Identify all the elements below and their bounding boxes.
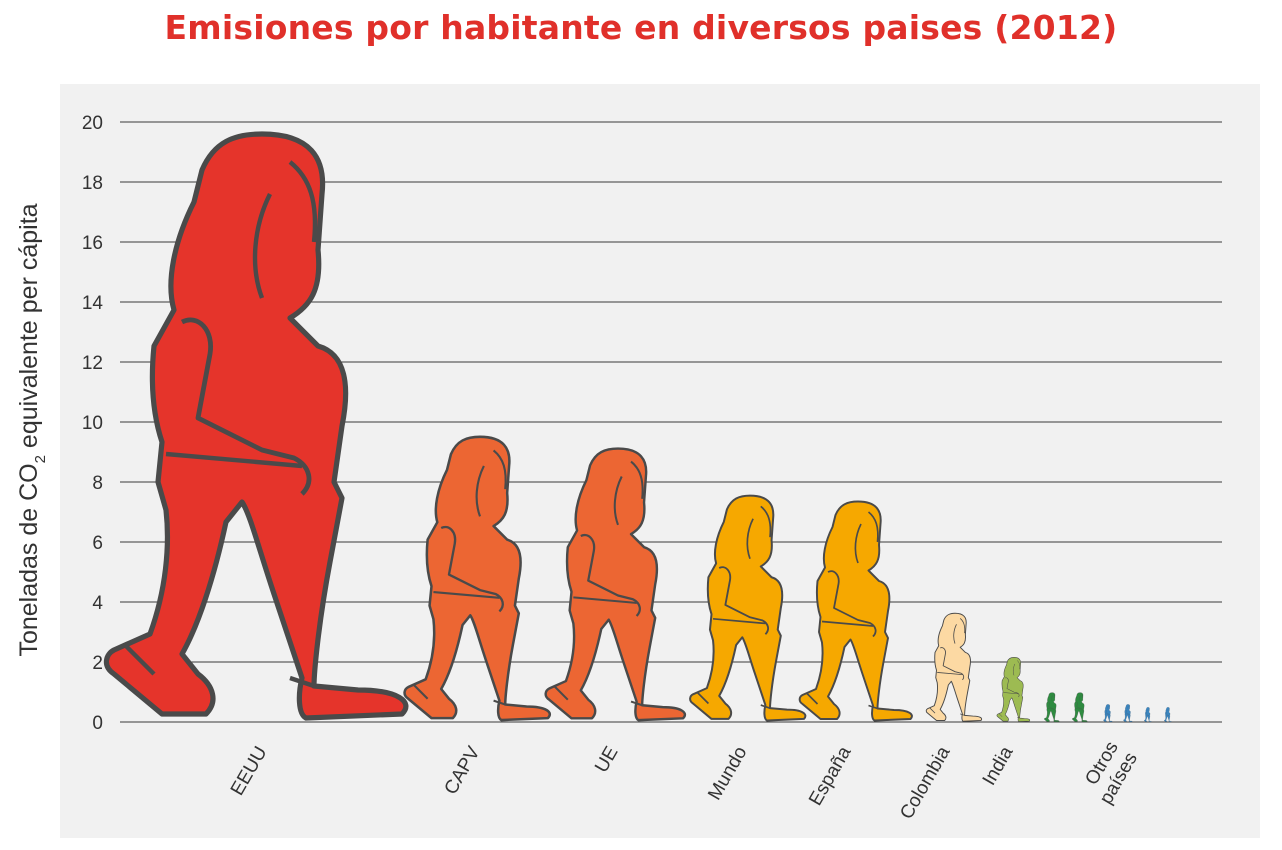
y-tick-label: 4 xyxy=(92,593,103,614)
y-tick-label: 2 xyxy=(92,653,103,674)
y-axis-label: Toneladas de CO2 equivalente per cápita xyxy=(15,203,49,656)
x-tick-label: UE xyxy=(591,743,622,776)
y-tick-label: 20 xyxy=(82,113,103,134)
figure-india xyxy=(996,656,1031,722)
x-tick-label: Mundo xyxy=(704,743,751,804)
figure-españa xyxy=(798,499,914,722)
y-tick-label: 12 xyxy=(82,353,103,374)
figure-otros-países xyxy=(1072,692,1088,722)
y-tick-label: 6 xyxy=(92,533,103,554)
figure-colombia xyxy=(925,612,983,722)
x-tick-label: Colombia xyxy=(896,743,955,823)
figure-otros-países xyxy=(1144,707,1152,722)
figure-eeuu xyxy=(106,134,405,718)
figure-otros-países xyxy=(1044,692,1060,722)
y-tick-label: 18 xyxy=(82,173,103,194)
figure-capv xyxy=(405,437,550,720)
figure-ue xyxy=(543,446,687,722)
x-tick-label: EEUU xyxy=(227,743,272,799)
x-tick-label: España xyxy=(805,743,856,810)
figure-otros-países xyxy=(1123,704,1133,722)
chart-title: Emisiones por habitante en diversos pais… xyxy=(164,8,1118,47)
figure-otros-países xyxy=(1164,707,1172,722)
y-tick-label: 14 xyxy=(82,293,104,314)
x-tick-label: India xyxy=(979,743,1018,790)
y-tick-label: 10 xyxy=(82,413,103,434)
y-tick-label: 16 xyxy=(82,233,103,254)
x-tick-label: Otrospaíses xyxy=(1077,738,1142,808)
figure-mundo xyxy=(688,493,808,722)
y-tick-label: 8 xyxy=(92,473,103,494)
figure-otros-países xyxy=(1103,704,1113,722)
y-tick-label: 0 xyxy=(92,713,103,734)
x-tick-label: CAPV xyxy=(440,743,484,799)
